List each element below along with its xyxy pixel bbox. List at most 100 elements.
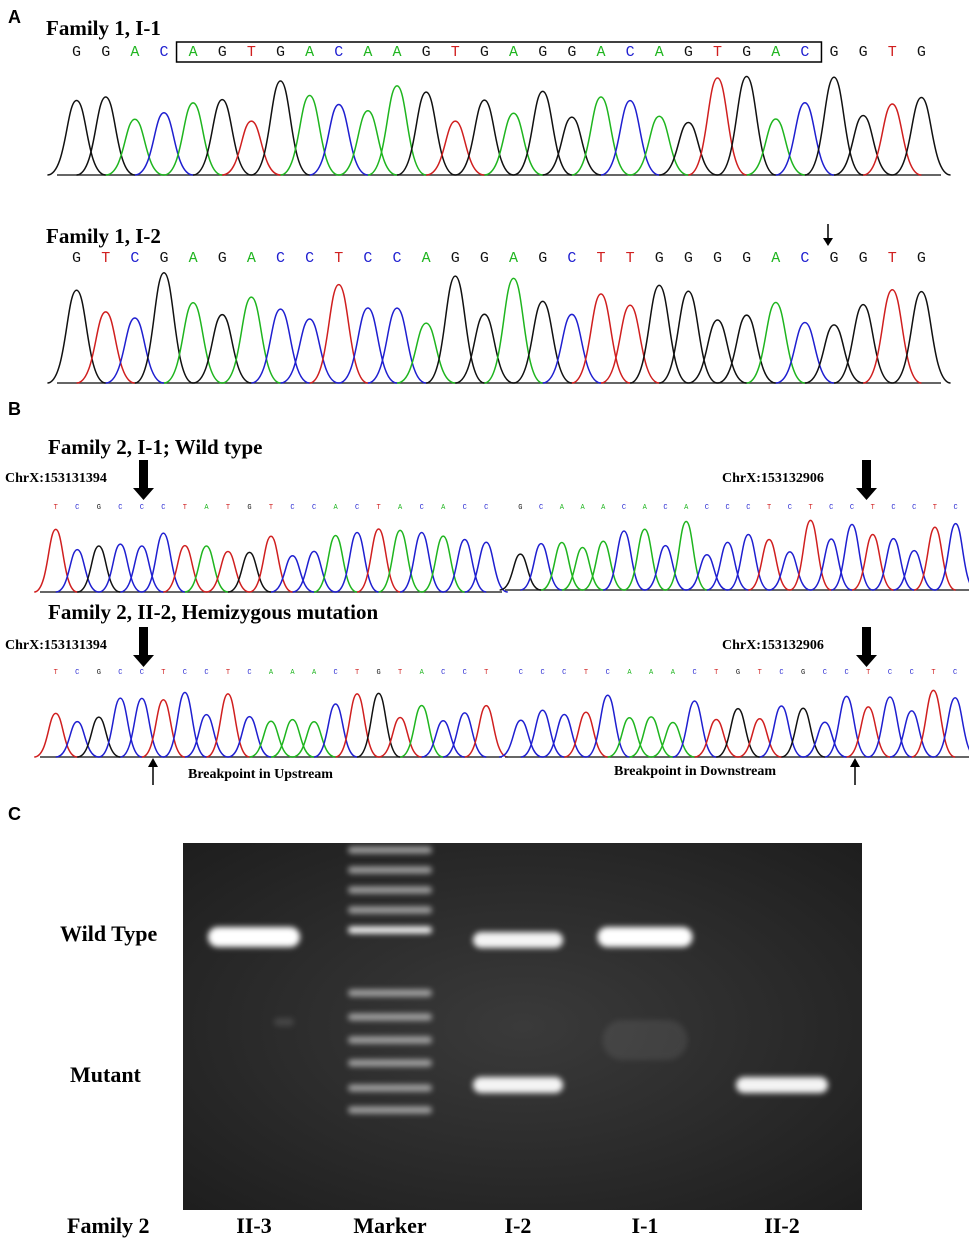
- band: [348, 906, 432, 914]
- base-letter: T: [584, 669, 588, 677]
- base-letter: G: [859, 44, 868, 61]
- band: [348, 886, 432, 894]
- base-letter: C: [800, 250, 809, 267]
- peak: [672, 700, 717, 758]
- peak: [98, 543, 143, 593]
- base-letter: T: [334, 250, 343, 267]
- panel-label: C: [8, 804, 21, 824]
- band: [348, 926, 432, 934]
- panel-label: B: [8, 399, 21, 419]
- base-letter: C: [606, 669, 610, 677]
- peak: [513, 300, 573, 384]
- peak: [33, 528, 78, 593]
- position-label: ChrX:153132906: [722, 638, 824, 653]
- peak: [781, 707, 826, 758]
- peak: [47, 289, 106, 384]
- peak: [396, 91, 456, 176]
- peak: [47, 99, 106, 176]
- peak: [484, 277, 543, 384]
- peak: [184, 545, 229, 593]
- base-letter: A: [130, 44, 139, 61]
- base-letter: G: [159, 250, 168, 267]
- peak: [192, 313, 252, 384]
- peak: [134, 112, 194, 176]
- peak: [706, 541, 749, 591]
- base-letter: G: [742, 44, 751, 61]
- peak: [442, 712, 487, 758]
- annotation: Breakpoint in Downstream: [614, 764, 776, 779]
- base-letter: C: [118, 504, 122, 512]
- base-letter: C: [484, 504, 488, 512]
- base-letter: T: [933, 504, 937, 512]
- peak: [338, 110, 398, 176]
- peak: [251, 80, 310, 176]
- peak: [629, 284, 689, 384]
- base-letter: G: [72, 44, 81, 61]
- base-letter: G: [713, 250, 722, 267]
- base-letter: C: [247, 669, 251, 677]
- lane-label: Marker: [353, 1213, 427, 1238]
- base-letter: G: [538, 250, 547, 267]
- base-letter: A: [363, 44, 372, 61]
- peak: [600, 304, 660, 384]
- base-letter: G: [480, 250, 489, 267]
- peak: [872, 537, 915, 591]
- base-letter: A: [290, 669, 295, 677]
- base-letter: G: [480, 44, 489, 61]
- base-letter: C: [463, 669, 467, 677]
- base-letter: G: [684, 250, 693, 267]
- peak: [775, 102, 835, 176]
- peak: [824, 695, 869, 758]
- peak: [227, 551, 272, 593]
- base-letter: A: [684, 504, 689, 512]
- peak: [464, 704, 509, 758]
- peak: [335, 693, 379, 758]
- peak: [650, 721, 695, 758]
- base-letter: T: [398, 669, 402, 677]
- peak: [600, 99, 660, 176]
- base-letter: C: [823, 669, 827, 677]
- peak: [688, 77, 747, 176]
- base-letter: C: [441, 669, 445, 677]
- peak: [889, 710, 934, 758]
- band: [602, 1020, 688, 1060]
- base-letter: G: [276, 44, 285, 61]
- big-arrows: [133, 460, 877, 667]
- peak: [542, 116, 602, 176]
- base-letter: T: [596, 250, 605, 267]
- base-letter: G: [451, 250, 460, 267]
- base-letter: A: [393, 44, 402, 61]
- base-letter: T: [451, 44, 460, 61]
- peak: [338, 307, 398, 384]
- band: [597, 927, 693, 947]
- base-letter: T: [54, 669, 58, 677]
- band: [473, 1077, 563, 1093]
- base-letter: C: [726, 504, 730, 512]
- peak: [313, 703, 358, 758]
- band: [348, 1084, 432, 1092]
- peak: [727, 533, 770, 591]
- base-letter: G: [684, 44, 693, 61]
- base-letter: C: [130, 250, 139, 267]
- peak: [222, 120, 281, 176]
- base-letter: C: [75, 669, 79, 677]
- peak: [830, 523, 874, 591]
- peak: [134, 272, 194, 384]
- band-label: Wild Type: [60, 921, 157, 946]
- peak: [367, 85, 427, 176]
- peak: [141, 698, 186, 758]
- peak: [399, 531, 444, 593]
- base-letter: C: [562, 669, 566, 677]
- peak: [484, 112, 543, 176]
- band: [736, 1077, 828, 1093]
- peak: [846, 706, 891, 758]
- band: [208, 927, 300, 947]
- peak: [542, 313, 602, 384]
- base-letter: A: [305, 44, 314, 61]
- base-letter: T: [226, 669, 230, 677]
- peak: [585, 694, 630, 758]
- base-letter: A: [771, 250, 780, 267]
- base-letter: C: [118, 669, 122, 677]
- base-letter: C: [420, 504, 424, 512]
- base-letter: C: [140, 669, 144, 677]
